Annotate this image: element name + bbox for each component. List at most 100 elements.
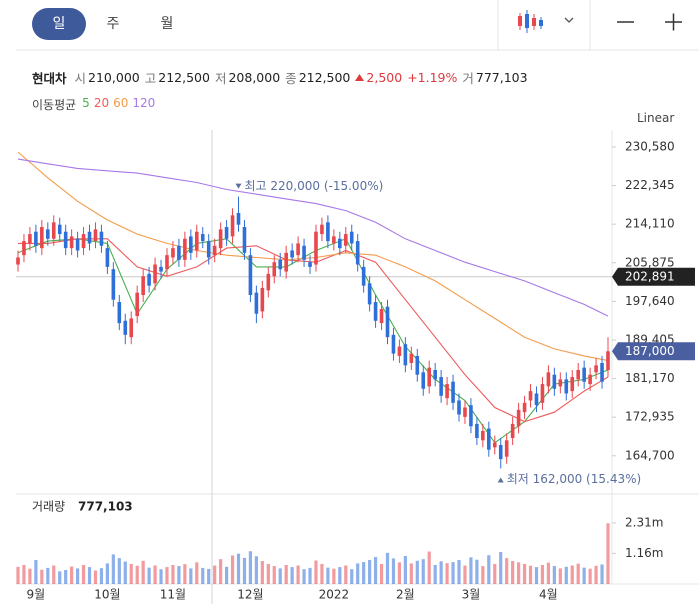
candle [200,227,205,249]
ma-legend: 이동평균 5 20 60 120 [32,96,155,113]
candle-body [236,212,241,225]
candle-body [34,231,38,246]
candle-body [218,229,223,249]
candle-body [290,250,294,258]
candle-body [516,409,521,427]
volume-bar [558,568,562,584]
volume-bar [576,563,580,584]
volume-bar [230,555,235,584]
volume-bar [362,562,366,584]
candle-body [445,384,449,399]
x-tick-label: 3월 [462,588,481,602]
volume-bar [254,556,258,584]
volume-bar [64,570,68,584]
candle-body [475,423,479,438]
up-triangle-shape [355,74,365,81]
zoom-in[interactable] [665,13,682,31]
volume-bar [522,563,527,584]
volume-bar [201,567,205,584]
scale-label[interactable]: Linear [637,111,675,125]
volume-bar [600,564,604,584]
candle [206,234,211,265]
volume-value: 777,103 [78,500,133,514]
candle [272,255,277,284]
x-tick-label: 9월 [27,588,46,602]
candle [141,269,145,303]
candle-body [606,351,610,370]
candle-body [320,224,324,235]
ma-legend-item: 60 [113,96,129,110]
quote-info: 현대차 시 210,000 고 212,500 저 208,000 종 212,500 2,500… [32,68,533,87]
chart-type-icon[interactable] [518,10,543,33]
candle [516,402,521,434]
y-tick-label: 181,170 [625,371,675,385]
candle [189,229,193,260]
volume-bar [141,560,145,584]
annotation-marker [497,477,504,483]
volume-bar [528,565,533,584]
candle [415,348,420,382]
volume-bar [344,565,348,584]
candle-body [28,234,32,244]
candle-body [105,248,110,267]
dropdown-icon[interactable] [564,17,574,23]
volume-bar [570,565,574,584]
price-line-label: 202,891 [625,269,675,283]
candle-body [165,255,169,270]
volume-bar [451,562,455,584]
volume-bar [481,566,485,584]
candle-body [254,292,259,314]
volume-bar [457,559,461,584]
candle [129,311,134,345]
period-tab[interactable]: 월 [160,16,174,32]
candle-body [266,273,271,291]
volume-bar [308,567,312,584]
candle [546,365,551,394]
candle-body [373,302,378,321]
candle-body [129,318,134,338]
candle-body [278,259,283,270]
candle [570,370,575,399]
candle-body [594,365,598,373]
candle-body [230,215,235,237]
candle [22,234,26,263]
period-tab[interactable]: 일 [32,8,86,40]
volume-bar [391,558,396,584]
candle-body [498,445,503,460]
candle-body [171,248,175,258]
candle [63,224,68,256]
candle [284,245,288,279]
volume-bar [123,561,127,584]
candle-body [576,370,581,380]
candle-body [189,236,193,253]
candle-body [528,391,533,401]
volume-bar [499,552,503,584]
volume-bar [93,570,98,584]
volume-bar [403,556,407,584]
y-tick-label: 164,700 [625,448,675,462]
volume-bar [207,568,211,584]
candle-body [415,355,420,375]
candle [117,295,122,331]
candle [45,222,50,246]
candle [99,224,104,253]
candle-body [338,238,342,249]
ma-legend-item: 5 [82,96,90,110]
volume-bar [409,563,413,584]
candle-body [582,367,586,382]
candle [254,285,259,324]
candle [159,259,163,279]
y-tick-label: 214,110 [625,217,675,231]
quote-label: 거 [462,71,474,86]
candle-body [183,238,187,260]
candle [492,435,497,455]
period-tab[interactable]: 주 [106,16,120,32]
volume-bar [153,565,157,584]
candle-body [81,234,86,249]
volume-bar [260,561,264,584]
candle [194,224,199,258]
candle [278,252,283,277]
candle [487,421,491,457]
volume-bar [117,558,121,584]
candle-body [397,346,402,356]
